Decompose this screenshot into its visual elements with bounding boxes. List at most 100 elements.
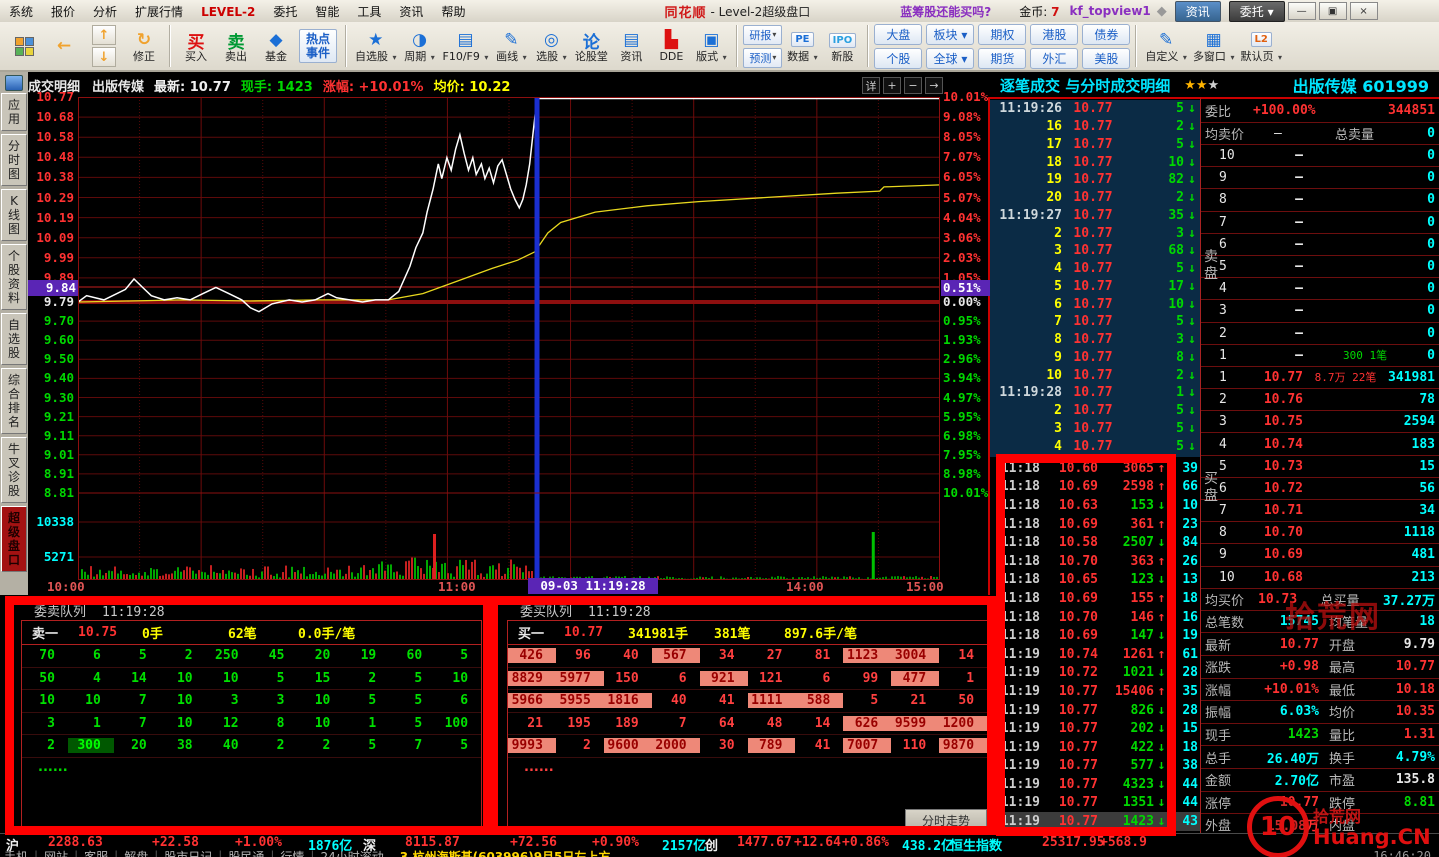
queue-row[interactable]: 8829 5977 150 6 921 121 6 99 477 1 [508,668,987,690]
buy-level-row[interactable]: 8 10.70 1118 [1201,522,1439,545]
minute-trade-row[interactable]: 11:18 10.69 2598 ↑ 66 [1000,479,1198,495]
queue-row[interactable]: 2 300 20 38 40 2 2 5 7 5 [22,735,481,758]
tick-row[interactable]: 8 10.77 3 ↓ [1054,332,1196,348]
tick-row[interactable]: 4 10.77 5 ↓ [1054,261,1196,277]
menu-item[interactable]: 系统 [9,4,34,19]
minute-trade-row[interactable]: 11:19 10.77 577 ↓ 38 [1000,758,1198,774]
sell-level-row[interactable]: 3—0 [1201,300,1439,323]
sidebar-tab-分时图[interactable]: 分时图 [1,134,27,186]
queue-row[interactable]: 10 10 7 10 3 3 10 5 5 6 [22,690,481,713]
tick-by-tick-list[interactable]: 11:19:26 10.77 5 ↓ 16 10.77 2 ↓ 17 10.77 5 ↓ 18 10.77… [990,100,1200,457]
sidebar-tab-综合排名[interactable]: 综合排名 [1,368,27,434]
hot-event-button[interactable]: 热点 事件 [299,29,338,63]
buy-queue-table[interactable]: 买一 10.77 341981手 381笔 897.6手/笔 426 96 40 567 34 27… [507,620,988,830]
tick-row[interactable]: 19 10.77 82 ↓ [1046,172,1196,188]
sell-level-row[interactable]: 4—0 [1201,278,1439,301]
minute-trade-row[interactable]: 11:19 10.72 1021 ↓ 28 [1000,665,1198,681]
star-rating-icon[interactable]: ★★★ [1184,78,1219,93]
footer-link[interactable]: 股民通 [228,849,265,857]
buy-level-row[interactable]: 9 10.69 481 [1201,544,1439,567]
sell-level-row[interactable]: 7—0 [1201,212,1439,234]
minute-trade-row[interactable]: 11:18 10.70 146 ↑ 16 [1000,609,1198,625]
down-icon[interactable]: ↓ [92,47,116,67]
menu-item[interactable]: 扩展行情 [135,4,184,19]
minute-trade-row[interactable]: 11:19 10.77 1423 ↓ 43 [990,812,1200,831]
restore-button[interactable]: ▣ [1318,2,1347,20]
footer-link[interactable]: 解盘 [124,849,149,857]
queue-row[interactable]: 5966 5955 1816 40 41 1111 588 5 21 50 [508,690,987,713]
menu-item[interactable]: LEVEL-2 [201,4,256,19]
tick-row[interactable]: 11:19:26 10.77 5 ↓ [999,101,1196,117]
toolbar-多窗口[interactable]: ▦ 多窗口 ▾ [1192,29,1235,63]
menu-item[interactable]: 智能 [315,4,340,19]
market-button-港股[interactable]: 港股 [1030,23,1079,45]
toolbar-新股[interactable]: IPO 新股 [822,23,862,69]
toolbar-预测[interactable]: 预测 ▾ [743,47,783,68]
buy-level-row[interactable]: 6 10.72 56 [1201,478,1439,500]
sidebar-tab-自选股[interactable]: 自选股 [1,313,27,365]
menu-item[interactable]: 报价 [51,4,76,19]
minute-trade-row[interactable]: 11:19 10.77 15406 ↑ 35 [1000,683,1198,699]
minute-trade-row[interactable]: 11:19 10.74 1261 ↑ 61 [1000,646,1198,662]
toolbar-研报[interactable]: 研报 ▾ [743,24,783,45]
minute-trade-row[interactable]: 11:18 10.65 123 ↓ 13 [1000,572,1198,588]
buy-level-row[interactable]: 3 10.75 2594 [1201,411,1439,434]
tick-row[interactable]: 2 10.77 5 ↓ [1054,403,1196,419]
sidebar-tab-牛叉诊股[interactable]: 牛叉诊股 [1,437,27,503]
market-button-期货[interactable]: 期货 [978,47,1027,69]
minute-trade-row[interactable]: 11:18 10.63 153 ↓ 10 [1000,497,1198,513]
buy-level-row[interactable]: 4 10.74 183 [1201,433,1439,456]
tick-row[interactable]: 20 10.77 2 ↓ [1046,190,1196,206]
tick-row[interactable]: 5 10.77 17 ↓ [1054,278,1196,294]
queue-row[interactable]: 70 6 5 2 250 45 20 19 60 5 [22,645,481,668]
tick-row[interactable]: 2 10.77 3 ↓ [1054,225,1196,241]
queue-row[interactable]: 3 1 7 10 12 8 10 1 5 100 [22,713,481,735]
market-button-外汇[interactable]: 外汇 [1030,47,1079,69]
username[interactable]: kf_topview1 [1069,4,1151,18]
tick-row[interactable]: 3 10.77 5 ↓ [1054,420,1196,436]
tab-minute-trend[interactable]: 分时走势 [905,809,987,831]
sell-level-row[interactable]: 8—0 [1201,189,1439,212]
chart-tool-+[interactable]: + [883,77,901,94]
menu-item[interactable]: 工具 [357,4,382,19]
tick-row[interactable]: 4 10.77 5 ↓ [1054,438,1196,454]
sidebar-tab-应用[interactable]: 应用 [1,93,27,131]
toolbar-默认页[interactable]: L2 默认页 ▾ [1237,23,1285,69]
market-button-个股[interactable]: 个股 [874,47,923,69]
sell-level-row[interactable]: 1—300 1笔 0 [1201,345,1439,367]
minute-trade-row[interactable]: 11:19 10.77 202 ↓ 15 [1000,721,1198,737]
toolbar-修正[interactable]: ↻ 修正 [133,30,155,63]
queue-row[interactable]: 21 195 189 7 64 48 14 626 9599 1200 [508,713,988,735]
sidebar-tab-个股资料[interactable]: 个股资料 [1,244,27,310]
minute-trade-row[interactable]: 11:19 10.77 422 ↓ 18 [1000,739,1198,755]
close-button[interactable]: × [1349,2,1378,20]
market-button-全球[interactable]: 全球 ▾ [926,47,975,69]
queue-row[interactable]: 50 4 14 10 10 5 15 2 5 10 [22,668,481,690]
toolbar-论股堂[interactable]: 论论股堂 [571,23,611,69]
sell-level-row[interactable]: 9—0 [1201,167,1439,190]
toolbar-周期[interactable]: ◑ 周期 ▾ [404,29,435,63]
buy-level-row[interactable]: 7 10.71 34 [1201,500,1439,523]
footer-link[interactable]: 手机 [4,849,29,857]
footer-link[interactable]: 24小时滚动 [320,849,384,857]
market-button-大盘[interactable]: 大盘 [874,23,923,45]
chart-tool-→[interactable]: → [925,77,943,94]
toolbar-资讯[interactable]: ▤ 资讯 [620,30,643,63]
toolbar-button[interactable]: ← [44,23,84,69]
minute-trade-row[interactable]: 11:19 10.77 826 ↓ 28 [1000,702,1198,718]
market-button-债券[interactable]: 债券 [1082,23,1131,45]
footer-link[interactable]: 网站 [44,849,69,857]
toolbar-自定义[interactable]: ✎ 自定义 ▾ [1145,29,1187,63]
menu-item[interactable]: 委托 [273,4,298,19]
buy-level-row[interactable]: 2 10.76 78 [1201,389,1439,412]
minute-trade-row[interactable]: 11:19 10.77 4323 ↓ 44 [1000,776,1198,792]
minute-trade-row[interactable]: 11:18 10.69 361 ↑ 23 [1000,516,1198,532]
menu-item[interactable]: 分析 [93,4,118,19]
tab-trade-detail[interactable]: 成交明细 [28,79,81,95]
tick-row[interactable]: 18 10.77 10 ↓ [1046,154,1196,170]
toolbar-hot-event[interactable]: 热点 事件 [296,23,340,69]
menu-item[interactable]: 帮助 [441,4,466,19]
tick-row[interactable]: 9 10.77 8 ↓ [1054,349,1196,365]
toolbar-卖出[interactable]: 卖卖出 [216,23,256,69]
